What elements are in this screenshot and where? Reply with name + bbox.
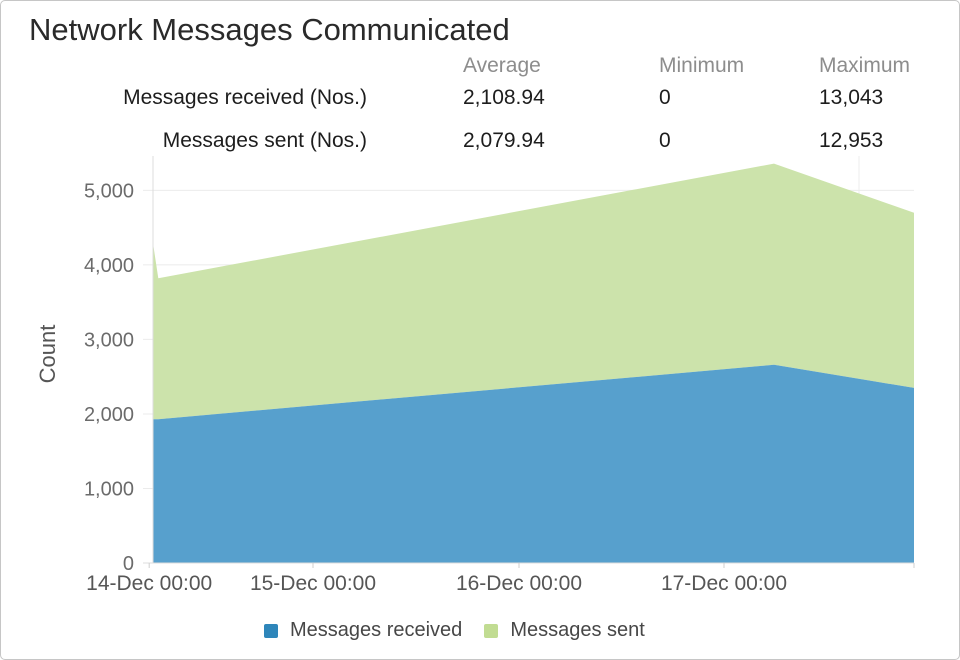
y-axis-tick-label: 4,000 (84, 255, 134, 277)
legend-swatch-received (264, 623, 278, 638)
stats-minimum-value: 0 (659, 86, 671, 109)
legend-item-messages-received[interactable]: Messages received (264, 619, 462, 642)
stats-average-value: 2,079.94 (463, 129, 545, 152)
y-axis-tick-label: 2,000 (84, 404, 134, 426)
area-messages-received[interactable] (153, 364, 914, 563)
stats-header-average: Average (463, 54, 541, 77)
x-axis-tick-label: 16-Dec 00:00 (456, 572, 582, 595)
x-axis-tick-label: 17-Dec 00:00 (661, 572, 787, 595)
stats-header-maximum: Maximum (819, 54, 911, 77)
axes (143, 156, 915, 568)
stats-minimum-value: 0 (659, 129, 671, 152)
area-messages-sent[interactable] (153, 163, 914, 420)
y-axis-tick-label: 0 (123, 553, 134, 575)
legend-label: Messages sent (510, 619, 645, 641)
stats-maximum-value: 13,043 (819, 86, 884, 109)
y-axis-title: Count (35, 325, 60, 384)
legend-item-messages-sent[interactable]: Messages sent (484, 619, 645, 642)
x-axis-tick-label: 15-Dec 00:00 (250, 572, 376, 595)
stats-maximum-value: 12,953 (819, 129, 884, 152)
chart-legend: Messages received Messages sent (264, 619, 645, 642)
y-axis-tick-label: 3,000 (84, 329, 134, 351)
stats-row-label: Messages received (Nos.) (123, 86, 367, 109)
chart-title: Network Messages Communicated (29, 12, 510, 47)
x-axis-tick-label: 14-Dec 00:00 (86, 572, 212, 595)
legend-label: Messages received (290, 619, 463, 641)
y-axis-tick-label: 5,000 (84, 180, 134, 202)
stats-row-label: Messages sent (Nos.) (162, 129, 367, 152)
stats-header-minimum: Minimum (659, 54, 745, 77)
legend-swatch-sent (484, 623, 499, 638)
y-axis-tick-label: 1,000 (84, 479, 134, 501)
stats-average-value: 2,108.94 (463, 86, 545, 109)
